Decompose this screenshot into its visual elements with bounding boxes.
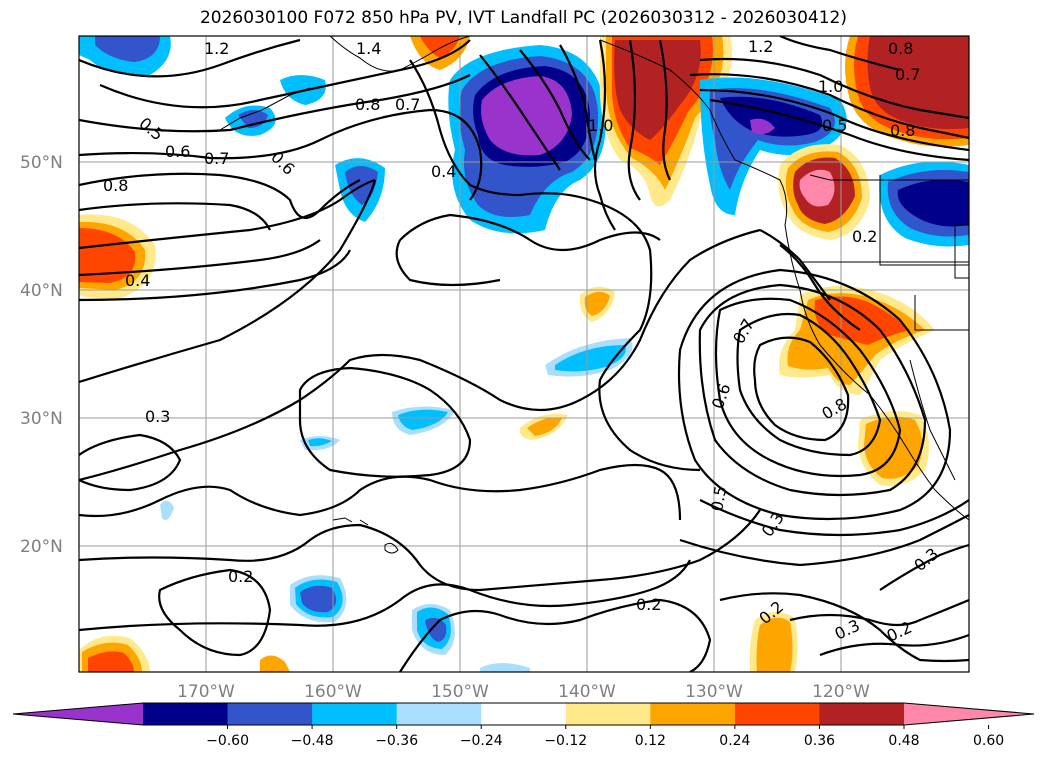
contour-label: 0.7	[204, 149, 229, 168]
colorbar-swatch	[819, 703, 905, 725]
colorbar-tick-label: 0.60	[973, 733, 1004, 749]
lat-label-40n: 40°N	[20, 281, 63, 301]
contour-label: 0.2	[636, 595, 661, 614]
colorbar-swatch	[396, 703, 482, 725]
colorbar-swatch	[481, 703, 567, 725]
colorbar-tick-label: 0.12	[635, 733, 666, 749]
pv-contours	[79, 36, 969, 672]
contour-label: 0.6	[165, 142, 190, 161]
graticule	[79, 36, 969, 672]
contour-label: 0.2	[228, 567, 253, 586]
colorbar: −0.60 −0.48 −0.36 −0.24 −0.12 0.12 0.24 0.36 0.4…	[12, 702, 1035, 749]
colorbar-swatch	[227, 703, 313, 725]
colorbar-extend-high	[904, 703, 1034, 725]
contour-label: 0.8	[888, 39, 913, 58]
lat-label-20n: 20°N	[20, 537, 63, 557]
lat-label-50n: 50°N	[20, 153, 63, 173]
lon-label-170w: 170°W	[177, 682, 235, 702]
latitude-labels: 50°N 40°N 30°N 20°N	[20, 153, 63, 557]
contour-label: 0.4	[431, 162, 456, 181]
lon-label-160w: 160°W	[304, 682, 362, 702]
colorbar-tick-label: −0.36	[375, 733, 418, 749]
contour-label: 0.4	[125, 271, 150, 290]
map-title: 2026030100 F072 850 hPa PV, IVT Landfall…	[199, 8, 847, 28]
colorbar-tick-label: −0.60	[206, 733, 249, 749]
colorbar-extend-low	[13, 703, 143, 725]
lon-label-150w: 150°W	[431, 682, 489, 702]
map-frame	[78, 35, 970, 673]
contour-label: 1.0	[818, 77, 843, 96]
colorbar-tick-label: −0.12	[544, 733, 587, 749]
contour-label: 0.5	[822, 116, 847, 135]
contour-label: 0.8	[103, 176, 128, 195]
contour-label: 0.3	[145, 407, 170, 426]
colorbar-outline	[12, 702, 1035, 726]
contour-label: 0.8	[355, 95, 380, 114]
lon-label-120w: 120°W	[812, 682, 870, 702]
colorbar-tick-label: 0.24	[719, 733, 750, 749]
colorbar-tick-label: 0.36	[804, 733, 835, 749]
contour-label: 1.2	[748, 37, 773, 56]
contour-label: 1.2	[204, 39, 229, 58]
contour-label: 0.7	[895, 65, 920, 84]
lon-label-140w: 140°W	[558, 682, 616, 702]
colorbar-tick-label: −0.48	[291, 733, 334, 749]
colorbar-tick-label: 0.48	[888, 733, 919, 749]
colorbar-swatch	[565, 703, 651, 725]
longitude-labels: 170°W 160°W 150°W 140°W 130°W 120°W	[177, 682, 870, 702]
contour-label: 0.5	[707, 484, 730, 512]
colorbar-swatch	[312, 703, 398, 725]
contour-label: 0.2	[852, 227, 877, 246]
colorbar-tick-label: −0.24	[460, 733, 503, 749]
colorbar-swatch	[650, 703, 736, 725]
lat-label-30n: 30°N	[20, 409, 63, 429]
colorbar-swatch	[143, 703, 229, 725]
contour-label: 1.4	[356, 39, 381, 58]
contour-label: 1.0	[588, 116, 613, 135]
pv-shading	[79, 36, 969, 672]
lon-label-130w: 130°W	[685, 682, 743, 702]
contour-label: 0.7	[395, 95, 420, 114]
colorbar-swatch	[734, 703, 820, 725]
contour-label: 0.8	[890, 121, 915, 140]
